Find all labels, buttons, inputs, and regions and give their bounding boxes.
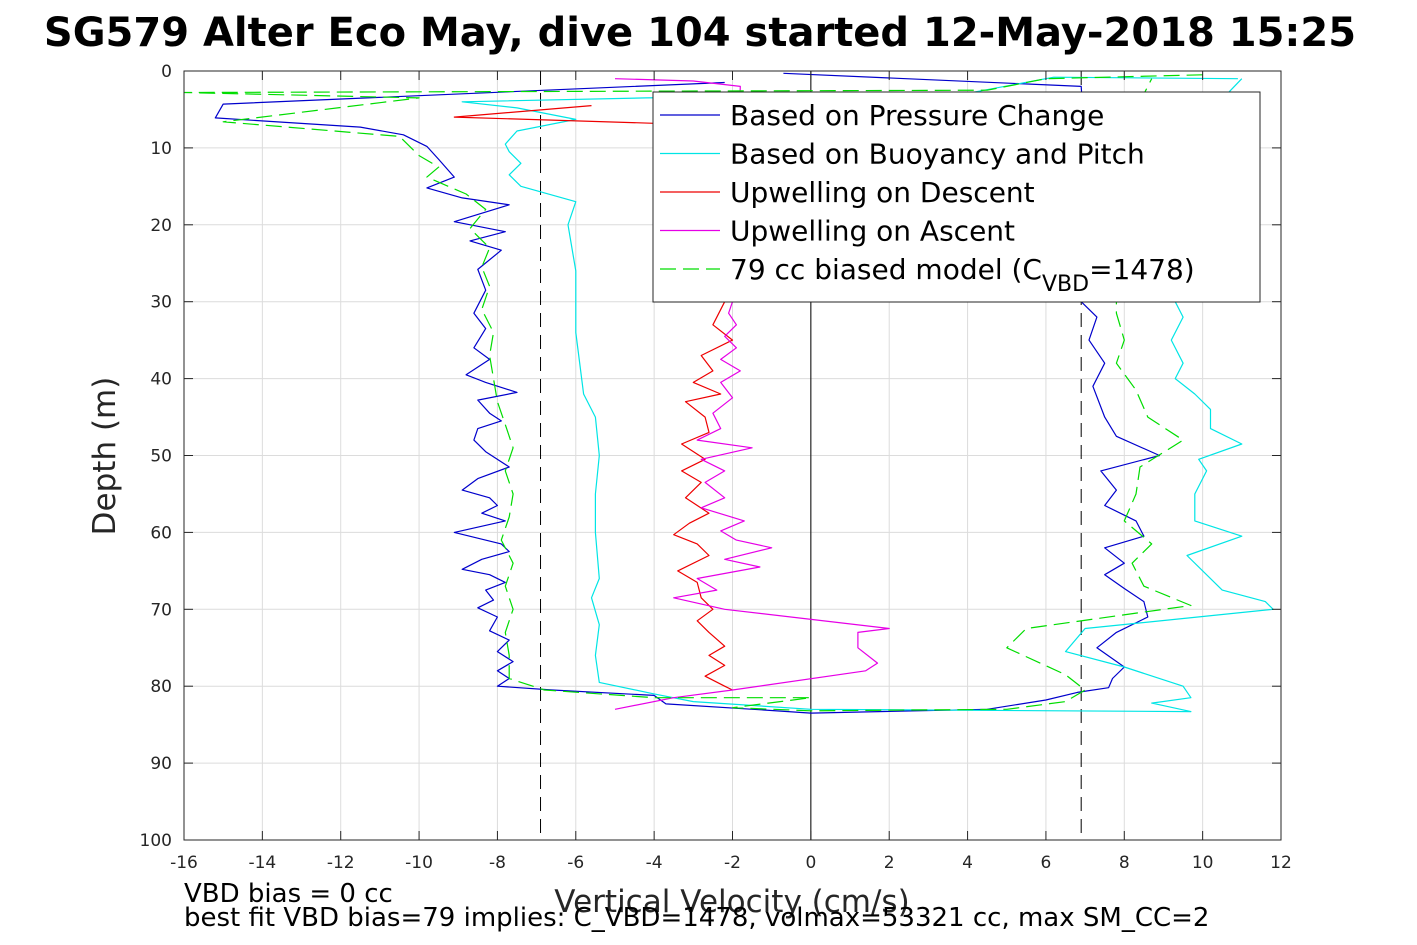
y-tick-label: 10 — [150, 139, 172, 159]
x-tick-label: -12 — [327, 853, 355, 873]
y-tick-label: 20 — [150, 216, 172, 236]
x-tick-label: -2 — [724, 853, 741, 873]
legend-label: Upwelling on Ascent — [730, 215, 1015, 248]
x-tick-label: 6 — [1041, 853, 1052, 873]
footer-best-fit: best fit VBD bias=79 implies: C_VBD=1478… — [184, 903, 1209, 933]
x-tick-label: 0 — [805, 853, 816, 873]
x-tick-label: -10 — [405, 853, 433, 873]
x-axis-label: Vertical Velocity (cm/s) — [554, 884, 909, 920]
x-tick-label: -16 — [170, 853, 198, 873]
y-tick-label: 100 — [140, 831, 172, 851]
x-tick-label: -4 — [646, 853, 663, 873]
figure-title: SG579 Alter Eco May, dive 104 started 12… — [44, 10, 1356, 56]
footer-vbd-bias: VBD bias = 0 cc — [184, 879, 393, 909]
legend-label: Based on Buoyancy and Pitch — [730, 138, 1145, 171]
x-tick-label: 2 — [884, 853, 895, 873]
x-tick-label: -14 — [248, 853, 276, 873]
y-tick-label: 40 — [150, 370, 172, 390]
y-tick-label: 50 — [150, 447, 172, 467]
x-tick-label: 10 — [1192, 853, 1214, 873]
legend-label: Upwelling on Descent — [730, 176, 1035, 209]
x-tick-label: 4 — [962, 853, 973, 873]
series-line-upwelling-on-descent — [453, 105, 734, 691]
legend: Based on Pressure Change Based on Buoyanc… — [652, 91, 1261, 303]
x-tick-label: -6 — [567, 853, 584, 873]
x-tick-label: 12 — [1270, 853, 1292, 873]
y-tick-label: 30 — [150, 293, 172, 313]
legend-label: 79 cc biased model (CVBD=1478) — [730, 253, 1195, 297]
data-series — [183, 72, 1274, 714]
y-tick-label: 60 — [150, 523, 172, 543]
series-line-based-on-pressure-change — [214, 72, 1161, 714]
y-tick-label: 70 — [150, 600, 172, 620]
y-axis-label: Depth (m) — [87, 377, 123, 536]
legend-box — [652, 91, 1261, 303]
y-tick-label: 80 — [150, 677, 172, 697]
axis-ticks: -16 -14 -12 -10 -8 -6 -4 -2 0 2 4 6 8 10 12 0 10 20 30 40 50… — [140, 62, 1292, 873]
series-line-based-on-buoyancy-and-pitch — [461, 76, 1274, 713]
legend-label: Based on Pressure Change — [730, 99, 1104, 132]
x-tick-label: -8 — [489, 853, 506, 873]
series-line-79-cc-biased-model-c-vbd-1478 — [183, 74, 1203, 712]
x-tick-label: 8 — [1119, 853, 1130, 873]
series-line-upwelling-on-ascent — [614, 78, 890, 710]
y-tick-label: 0 — [161, 62, 172, 82]
y-tick-label: 90 — [150, 754, 172, 774]
